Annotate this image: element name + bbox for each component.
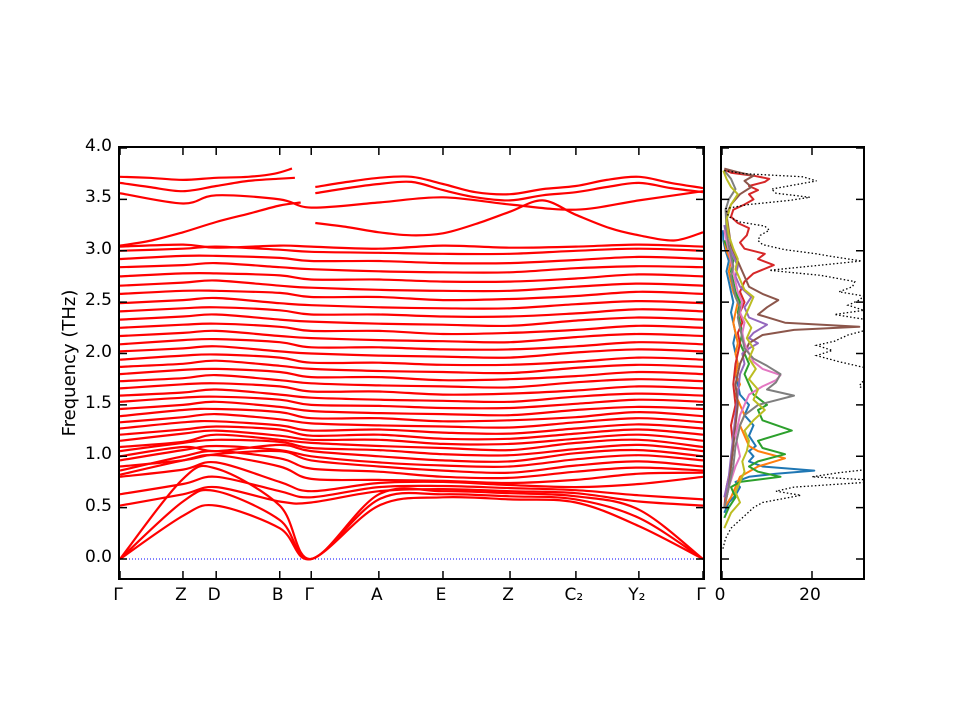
k-point-label: Z: [502, 585, 514, 605]
band-structure-panel: [118, 146, 705, 580]
k-point-label: Γ: [696, 585, 706, 605]
k-point-label: Y₂: [628, 585, 646, 605]
k-point-label: Γ: [113, 585, 123, 605]
k-point-label: Γ: [304, 585, 314, 605]
k-point-label: C₂: [564, 585, 584, 605]
y-tick-label: 3.0: [84, 238, 112, 259]
k-point-label: E: [435, 585, 447, 605]
y-tick-label: 2.0: [84, 341, 112, 362]
k-point-label: Z: [175, 585, 187, 605]
y-tick-label: 0.5: [84, 495, 112, 516]
dos-tick-label: 20: [799, 585, 821, 605]
y-tick-label: 0.0: [84, 547, 112, 567]
y-tick-label: 4.0: [84, 136, 112, 156]
y-tick-label: 2.5: [84, 290, 112, 311]
dos-panel: [720, 146, 865, 580]
dos-tick-label: 0: [714, 585, 726, 605]
k-point-label: A: [371, 585, 383, 605]
y-tick-label: 1.5: [84, 392, 112, 413]
dos-plot: [722, 148, 863, 578]
k-point-label: B: [271, 585, 284, 605]
y-tick-label: 3.5: [84, 187, 112, 208]
band-structure-plot: [120, 148, 703, 578]
y-tick-label: 1.0: [84, 444, 112, 465]
k-point-label: D: [207, 585, 221, 605]
